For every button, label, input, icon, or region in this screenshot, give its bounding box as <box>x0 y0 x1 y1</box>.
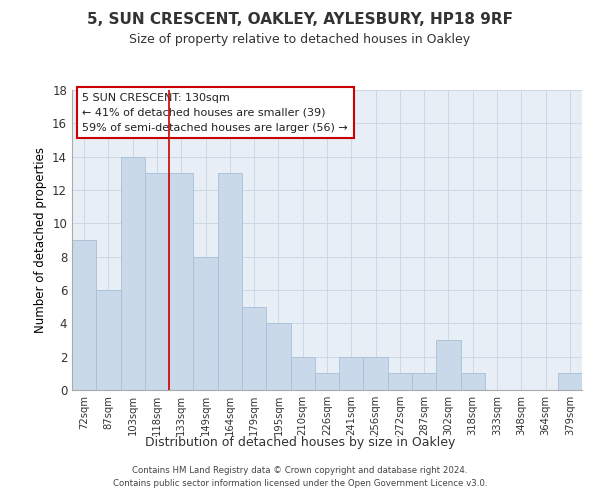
Text: Distribution of detached houses by size in Oakley: Distribution of detached houses by size … <box>145 436 455 449</box>
Bar <box>96 290 121 390</box>
Bar <box>558 374 582 390</box>
Bar <box>169 174 193 390</box>
Bar <box>315 374 339 390</box>
Bar <box>461 374 485 390</box>
Bar <box>72 240 96 390</box>
Text: Contains HM Land Registry data © Crown copyright and database right 2024.
Contai: Contains HM Land Registry data © Crown c… <box>113 466 487 487</box>
Bar <box>290 356 315 390</box>
Y-axis label: Number of detached properties: Number of detached properties <box>34 147 47 333</box>
Bar <box>145 174 169 390</box>
Bar <box>364 356 388 390</box>
Bar <box>242 306 266 390</box>
Bar <box>218 174 242 390</box>
Text: Size of property relative to detached houses in Oakley: Size of property relative to detached ho… <box>130 32 470 46</box>
Bar <box>121 156 145 390</box>
Text: 5, SUN CRESCENT, OAKLEY, AYLESBURY, HP18 9RF: 5, SUN CRESCENT, OAKLEY, AYLESBURY, HP18… <box>87 12 513 28</box>
Bar <box>339 356 364 390</box>
Bar <box>193 256 218 390</box>
Bar <box>436 340 461 390</box>
Text: 5 SUN CRESCENT: 130sqm
← 41% of detached houses are smaller (39)
59% of semi-det: 5 SUN CRESCENT: 130sqm ← 41% of detached… <box>82 93 348 132</box>
Bar <box>412 374 436 390</box>
Bar <box>388 374 412 390</box>
Bar <box>266 324 290 390</box>
